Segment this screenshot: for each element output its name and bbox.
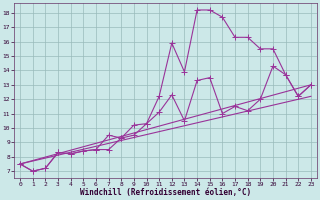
X-axis label: Windchill (Refroidissement éolien,°C): Windchill (Refroidissement éolien,°C) (80, 188, 251, 197)
